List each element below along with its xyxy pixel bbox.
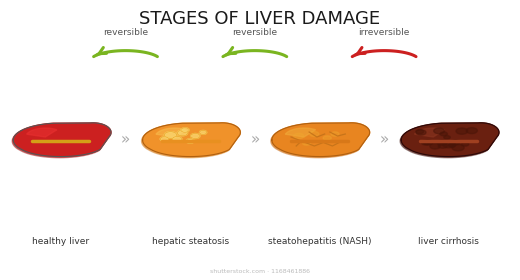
Circle shape	[461, 142, 469, 146]
Circle shape	[423, 140, 433, 145]
Circle shape	[331, 132, 339, 136]
Text: healthy liver: healthy liver	[32, 237, 89, 246]
Text: liver cirrhosis: liver cirrhosis	[419, 237, 479, 246]
Circle shape	[323, 136, 331, 140]
Circle shape	[303, 141, 310, 145]
Circle shape	[438, 143, 447, 148]
Circle shape	[309, 132, 319, 137]
Polygon shape	[271, 124, 369, 158]
Text: »: »	[250, 132, 259, 148]
Circle shape	[200, 130, 207, 134]
Circle shape	[444, 136, 450, 139]
Polygon shape	[401, 123, 499, 157]
Circle shape	[440, 132, 447, 136]
Polygon shape	[142, 123, 240, 157]
Circle shape	[466, 128, 477, 134]
Circle shape	[456, 128, 467, 134]
Polygon shape	[156, 128, 186, 137]
Text: hepatic steatosis: hepatic steatosis	[152, 237, 229, 246]
Text: irreversible: irreversible	[358, 29, 410, 38]
Circle shape	[434, 128, 445, 134]
Circle shape	[181, 128, 189, 132]
Polygon shape	[272, 123, 370, 157]
Polygon shape	[400, 124, 498, 158]
Circle shape	[177, 130, 188, 136]
Circle shape	[191, 134, 200, 139]
Text: reversible: reversible	[232, 29, 277, 38]
Circle shape	[416, 130, 424, 134]
Circle shape	[448, 143, 456, 147]
Circle shape	[430, 143, 440, 149]
Text: »: »	[121, 132, 130, 148]
Circle shape	[164, 132, 177, 138]
Text: »: »	[380, 132, 389, 148]
Text: shutterstock.com · 1168461886: shutterstock.com · 1168461886	[210, 269, 310, 274]
Circle shape	[443, 141, 455, 148]
Circle shape	[421, 141, 430, 145]
Text: STAGES OF LIVER DAMAGE: STAGES OF LIVER DAMAGE	[139, 10, 381, 28]
Circle shape	[452, 144, 464, 151]
Circle shape	[416, 130, 426, 135]
Polygon shape	[414, 128, 445, 137]
Polygon shape	[14, 123, 111, 157]
Polygon shape	[12, 124, 110, 158]
Polygon shape	[141, 124, 239, 158]
Circle shape	[437, 140, 447, 145]
Text: steatohepatitis (NASH): steatohepatitis (NASH)	[268, 237, 371, 246]
Circle shape	[186, 139, 194, 143]
Circle shape	[160, 137, 168, 141]
Circle shape	[451, 140, 460, 145]
Text: reversible: reversible	[103, 29, 148, 38]
Circle shape	[294, 133, 304, 139]
Polygon shape	[27, 128, 57, 137]
Circle shape	[173, 137, 182, 141]
Circle shape	[449, 143, 456, 147]
Polygon shape	[285, 128, 316, 137]
